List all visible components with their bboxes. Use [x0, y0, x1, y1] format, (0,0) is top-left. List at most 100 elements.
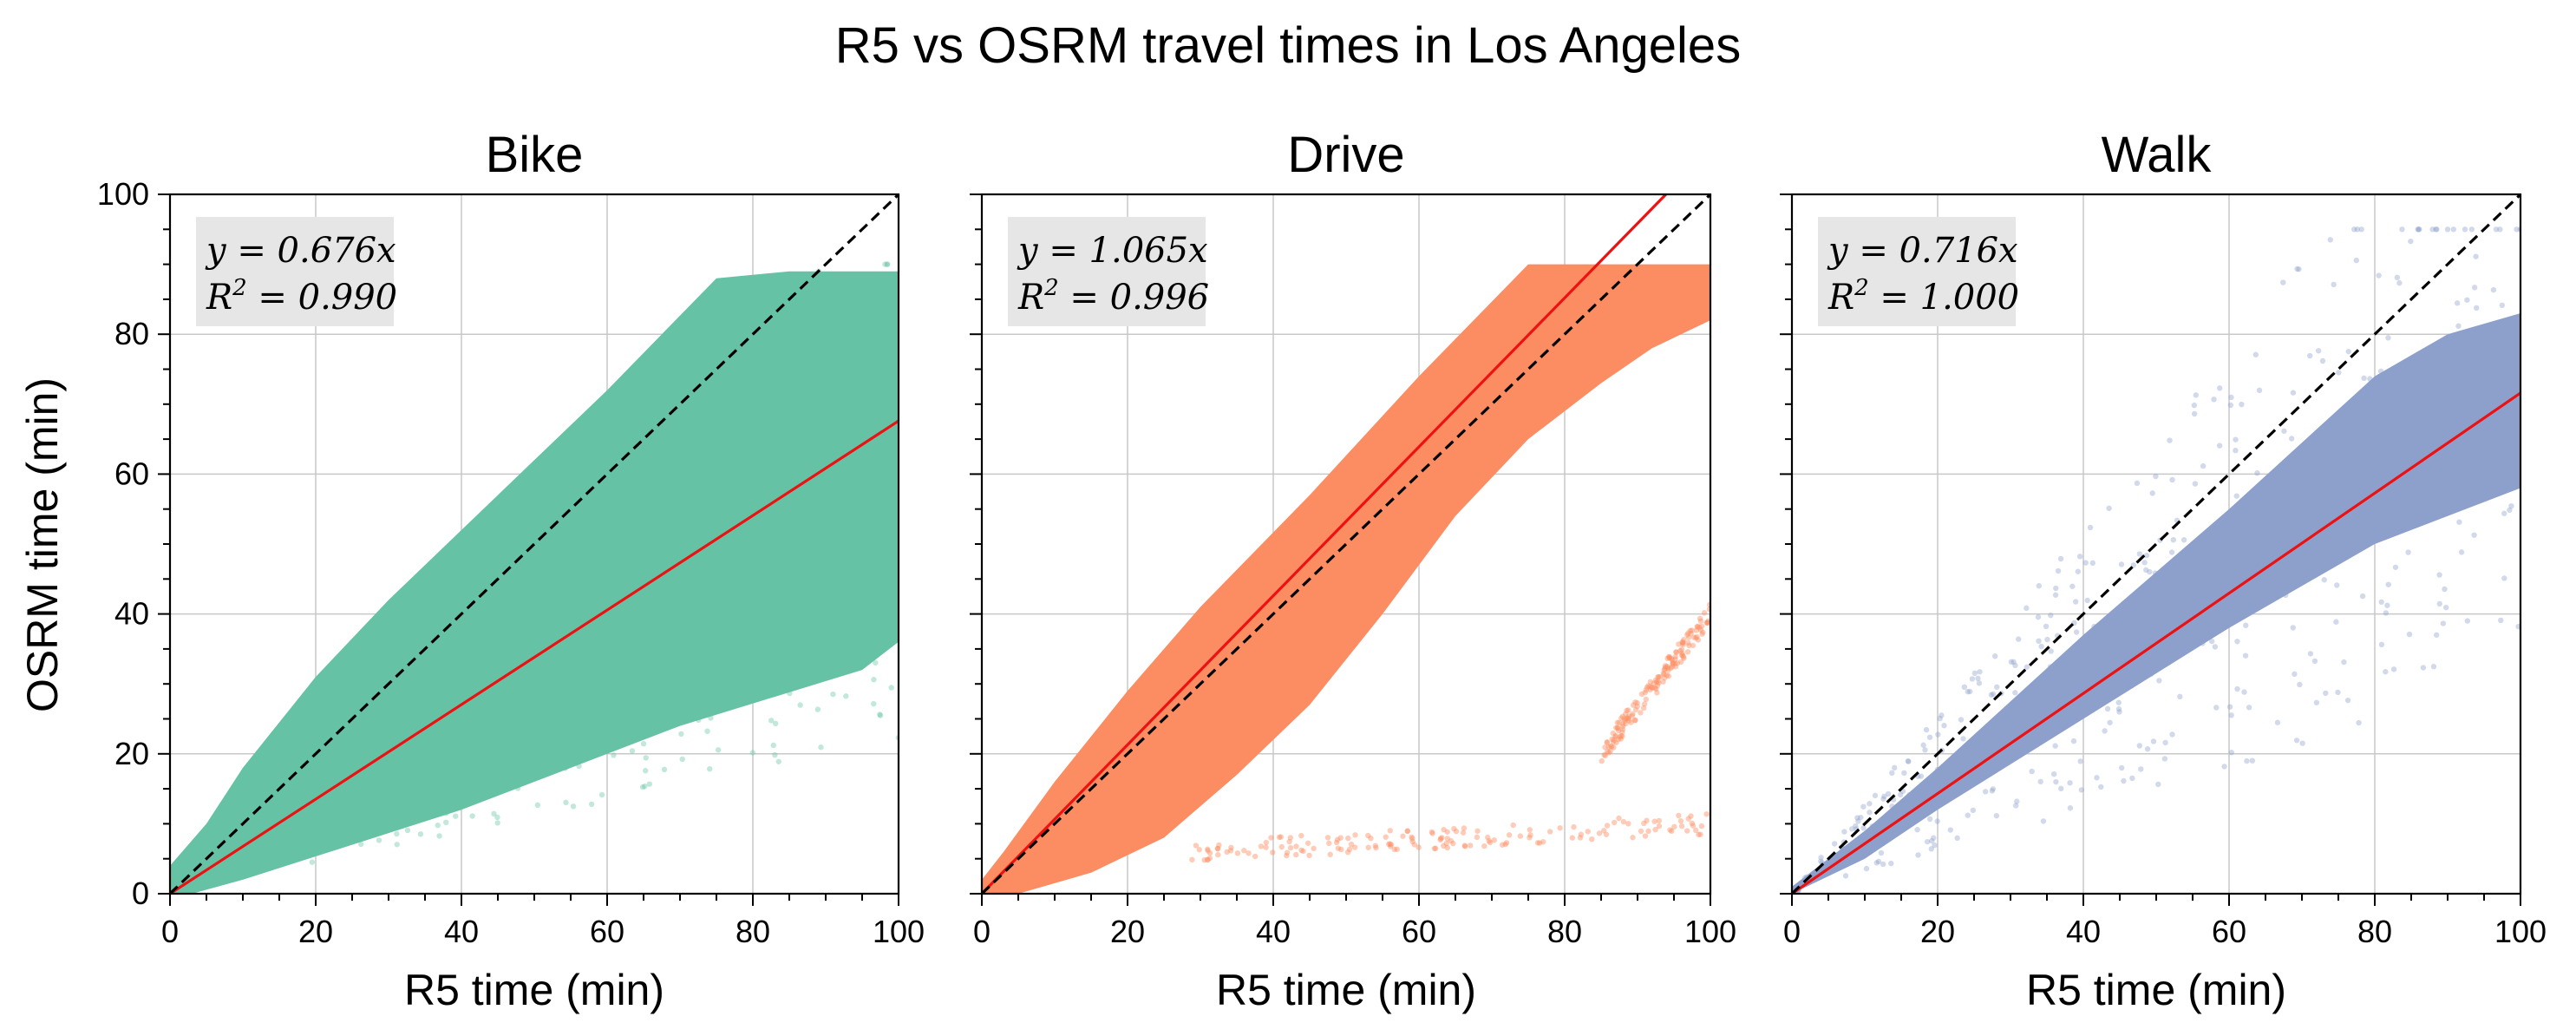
scatter-point — [2127, 646, 2133, 653]
scatter-point — [1668, 655, 1675, 662]
scatter-point — [2078, 787, 2085, 793]
scatter-point — [1926, 816, 1933, 823]
scatter-point — [1994, 684, 2000, 691]
scatter-point — [2217, 385, 2223, 391]
scatter-point — [469, 773, 475, 780]
scatter-point — [1704, 620, 1710, 626]
scatter-point — [1612, 733, 1618, 740]
scatter-point — [830, 439, 837, 446]
scatter-point — [1647, 684, 1653, 690]
scatter-point — [1619, 721, 1626, 727]
scatter-point — [2508, 502, 2514, 509]
scatter-point — [310, 819, 316, 826]
scatter-point — [888, 685, 894, 691]
scatter-point — [1679, 652, 1685, 659]
scatter-point — [1287, 835, 1293, 841]
scatter-point — [749, 652, 755, 658]
scatter-point — [2052, 592, 2059, 598]
scatter-point — [1388, 843, 1394, 849]
scatter-point — [877, 711, 883, 718]
scatter-point — [2468, 226, 2475, 233]
scatter-point — [454, 672, 461, 679]
scatter-point — [662, 462, 668, 469]
scatter-point — [1205, 856, 1211, 863]
scatter-point — [2029, 768, 2035, 775]
scatter-point — [1404, 828, 1410, 835]
scatter-point — [2118, 561, 2125, 567]
scatter-point — [611, 752, 617, 758]
scatter-point — [2211, 539, 2218, 545]
scatter-point — [1689, 627, 1695, 633]
scatter-point — [2136, 551, 2143, 557]
scatter-point — [1605, 750, 1612, 756]
scatter-point — [1854, 815, 1860, 821]
scatter-point — [2244, 757, 2250, 764]
scatter-point — [1643, 687, 1649, 693]
scatter-point — [2070, 738, 2077, 744]
scatter-point — [2228, 712, 2234, 718]
scatter-point — [1654, 690, 1660, 696]
scatter-point — [1695, 623, 1701, 630]
scatter-point — [873, 659, 879, 666]
scatter-point — [1394, 846, 1400, 852]
scatter-point — [885, 565, 892, 571]
scatter-point — [1954, 835, 1960, 842]
scatter-point — [1918, 773, 1925, 779]
scatter-point — [1960, 736, 1966, 742]
scatter-point — [1246, 850, 1252, 856]
scatter-point — [1915, 852, 1921, 858]
scatter-point — [1660, 679, 1666, 685]
scatter-point — [232, 869, 239, 875]
y-tick-label: 0 — [132, 875, 149, 911]
scatter-points — [170, 261, 899, 894]
scatter-point — [2256, 387, 2263, 394]
scatter-point — [1703, 620, 1710, 626]
x-tick-label: 100 — [873, 914, 925, 949]
scatter-point — [2200, 462, 2207, 469]
scatter-point — [669, 689, 676, 695]
scatter-point — [1206, 855, 1213, 862]
scatter-point — [1656, 823, 1663, 829]
scatter-point — [1409, 834, 1415, 841]
scatter-point — [1869, 823, 1875, 829]
scatter-point — [2036, 638, 2042, 645]
scatter-point — [2144, 746, 2151, 752]
scatter-point — [585, 482, 591, 488]
scatter-point — [2344, 697, 2351, 704]
scatter-point — [1601, 751, 1607, 758]
scatter-point — [1600, 828, 1607, 834]
scatter-point — [1365, 844, 1371, 850]
scatter-point — [787, 690, 793, 697]
scatter-point — [1861, 833, 1867, 839]
scatter-point — [1672, 649, 1679, 655]
scatter-point — [1599, 757, 1605, 764]
scatter-point — [2478, 450, 2484, 456]
scatter-point — [728, 673, 735, 679]
scatter-point — [1615, 727, 1622, 734]
scatter-point — [1693, 827, 1699, 834]
scatter-point — [2116, 709, 2122, 715]
scatter-point — [2037, 778, 2043, 785]
scatter-point — [1241, 848, 1247, 854]
scatter-point — [1611, 819, 1618, 826]
scatter-point — [622, 524, 628, 530]
scatter-point — [793, 670, 800, 677]
scatter-point — [445, 613, 452, 620]
scatter-point — [1619, 723, 1626, 730]
scatter-point — [366, 720, 373, 726]
scatter-point — [253, 844, 260, 850]
scatter-point — [1527, 827, 1533, 833]
scatter-point — [2290, 625, 2296, 631]
scatter-point — [772, 720, 779, 727]
scatter-point — [770, 742, 776, 749]
scatter-point — [1625, 821, 1631, 827]
scatter-point — [2083, 698, 2090, 705]
scatter-point — [368, 741, 374, 747]
scatter-point — [2084, 597, 2090, 604]
scatter-point — [2273, 476, 2280, 482]
scatter-point — [1690, 823, 1697, 829]
scatter-point — [2433, 379, 2439, 385]
scatter-point — [362, 753, 368, 760]
scatter-point — [1656, 817, 1663, 824]
